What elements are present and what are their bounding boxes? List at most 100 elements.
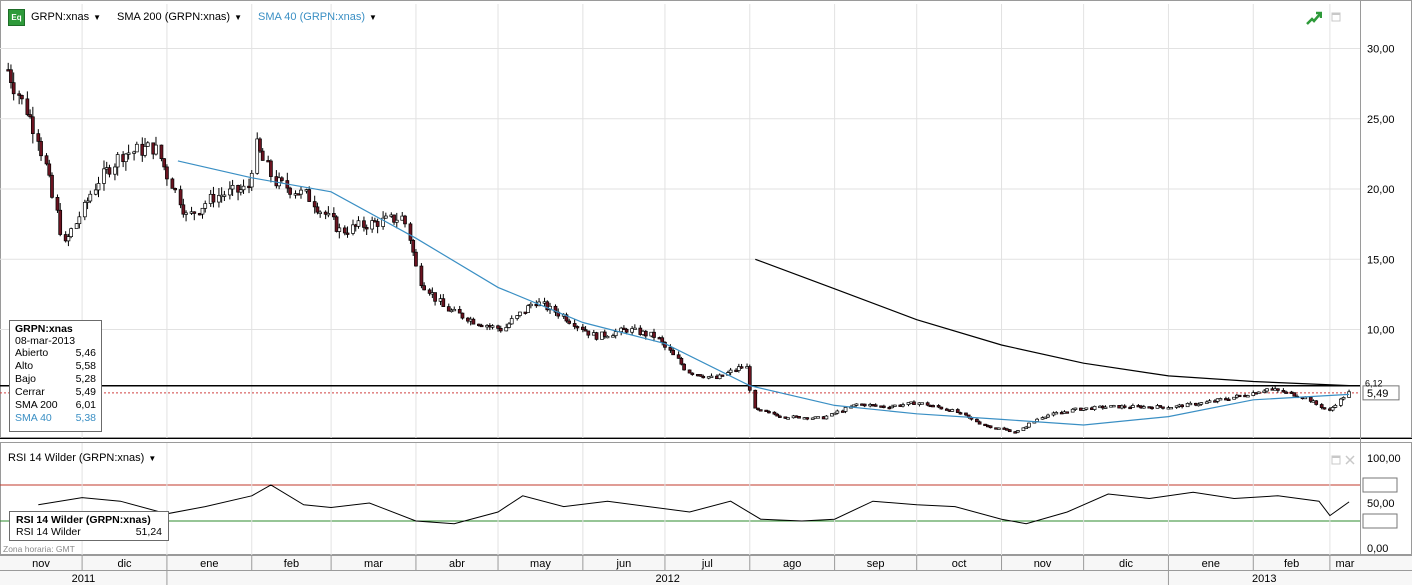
candle-body (249, 172, 254, 188)
candle-body (1150, 406, 1154, 410)
candle-body (931, 405, 935, 408)
candle-body (594, 332, 599, 340)
candle-body (1237, 394, 1242, 398)
candle-body (392, 214, 396, 223)
candle-body (950, 409, 955, 412)
candle-body (602, 331, 607, 337)
month-label: may (530, 558, 551, 570)
candle-body (1199, 402, 1204, 405)
last-price-tag: 5,49 (1367, 388, 1388, 400)
candle-body (983, 423, 987, 427)
candle-body (1092, 405, 1097, 410)
info-row-sma200: SMA 200 6,01 (15, 399, 96, 411)
candle-body (370, 220, 375, 230)
candle-body (1084, 407, 1089, 410)
sma40-line (177, 160, 1350, 426)
price-tick-label: 10,00 (1367, 325, 1395, 337)
candle-body (545, 301, 550, 311)
candle-body (154, 144, 158, 155)
candle-body (504, 327, 509, 332)
legend-item-grpn[interactable]: GRPN:xnas ▼ (31, 11, 101, 23)
candle-body (682, 363, 686, 371)
candle-body (318, 211, 323, 214)
candle-body (460, 312, 465, 319)
timezone-label: Zona horaria: GMT (3, 544, 75, 554)
candle-body (611, 335, 615, 338)
candle-body (39, 141, 43, 157)
legend-item-sma200[interactable]: SMA 200 (GRPN:xnas) ▼ (117, 11, 242, 23)
candle-body (25, 98, 30, 115)
candle-body (107, 167, 112, 175)
candle-body (299, 189, 303, 195)
candle-body (211, 193, 216, 203)
candle-body (364, 227, 369, 230)
candle-body (824, 415, 829, 420)
candle-body (515, 315, 520, 319)
candle-body (652, 331, 656, 338)
maximize-icon[interactable] (1331, 455, 1341, 465)
candle-body (775, 413, 779, 417)
price-layer (0, 62, 1360, 434)
candle-body (9, 69, 13, 83)
candle-body (890, 405, 894, 409)
candle-body (624, 328, 629, 333)
candle-body (1169, 407, 1174, 410)
candle-body (1204, 401, 1209, 404)
candle-body (433, 292, 437, 302)
candle-body (772, 411, 777, 415)
candle-body (728, 369, 733, 373)
rsi-legend[interactable]: RSI 14 Wilder (GRPN:xnas) ▼ (8, 452, 156, 464)
candle-body (236, 185, 240, 193)
info-title: GRPN:xnas (15, 323, 73, 335)
candle-body (471, 318, 476, 325)
candle-body (11, 82, 16, 95)
candle-body (258, 138, 262, 152)
month-label: oct (952, 558, 967, 570)
candle-body (362, 220, 366, 228)
candle-body (630, 328, 634, 333)
sma200-line (755, 258, 1350, 387)
candle-body (1308, 396, 1313, 402)
candle-body (230, 185, 235, 190)
candle-body (238, 189, 243, 193)
candle-body (509, 318, 514, 325)
candle-body (622, 327, 626, 330)
candle-body (564, 314, 569, 322)
month-label: jul (701, 558, 713, 570)
month-label: jun (616, 558, 632, 570)
candle-body (1027, 422, 1031, 428)
candle-body (1046, 414, 1050, 418)
candle-body (1226, 398, 1231, 401)
legend-item-sma40[interactable]: SMA 40 (GRPN:xnas) ▼ (258, 11, 377, 23)
candle-body (36, 133, 41, 142)
candle-body (1207, 400, 1212, 403)
candle-body (862, 403, 867, 407)
info-row-low: Bajo 5,28 (15, 373, 96, 385)
candle-body (28, 114, 32, 118)
candle-body (613, 331, 618, 337)
candle-body (69, 228, 73, 237)
candle-body (132, 151, 136, 154)
candle-body (739, 366, 744, 369)
rsi-info-box: RSI 14 Wilder (GRPN:xnas) RSI 14 Wilder 5… (9, 511, 169, 541)
candle-body (1281, 390, 1286, 393)
candle-body (583, 329, 588, 332)
price-tick-label: 30,00 (1367, 44, 1395, 56)
candle-body (671, 349, 676, 356)
candle-body (477, 323, 481, 326)
candle-body (143, 146, 147, 156)
candle-body (102, 168, 106, 184)
candle-body (996, 427, 1001, 430)
candle-body (1245, 395, 1250, 398)
candle-body (690, 372, 695, 375)
maximize-icon[interactable] (1331, 12, 1341, 22)
year-label: 2012 (655, 573, 679, 585)
close-icon[interactable] (1345, 455, 1355, 465)
candle-body (82, 202, 87, 218)
trend-arrow-icon[interactable] (1306, 11, 1322, 25)
candle-body (30, 116, 35, 134)
candle-body (422, 285, 426, 291)
candle-body (331, 213, 336, 218)
candle-body (1330, 407, 1335, 411)
candle-body (20, 95, 24, 100)
